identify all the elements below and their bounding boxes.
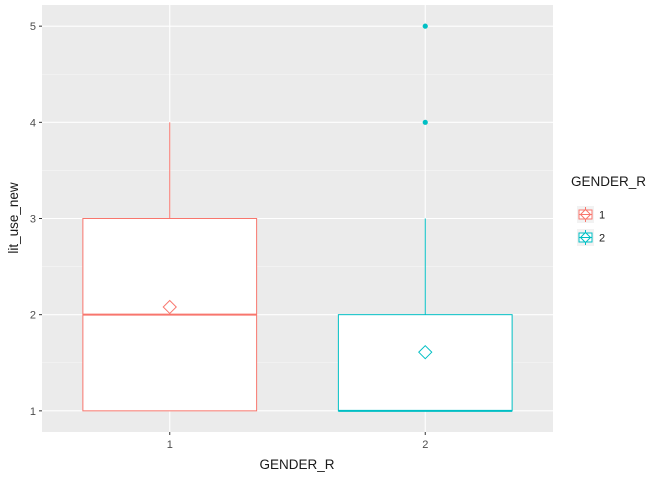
outlier-point <box>422 23 428 29</box>
box-series-2 <box>337 23 513 412</box>
outlier-point <box>422 119 428 125</box>
legend-keys: 12 <box>577 206 605 246</box>
mean-marker <box>162 299 177 315</box>
y-tick-label: 4 <box>30 117 36 129</box>
legend-label: 2 <box>599 233 605 245</box>
y-axis-ticks: 1 2 3 4 5 <box>30 21 42 418</box>
box-group <box>82 23 513 412</box>
legend-title: GENDER_R <box>571 174 646 189</box>
legend-mean-marker <box>579 231 592 244</box>
box-series-1 <box>82 122 258 412</box>
box-iqr <box>337 314 513 412</box>
x-tick-label: 1 <box>167 439 173 451</box>
legend: GENDER_R 12 <box>571 174 646 246</box>
y-tick-label: 3 <box>30 214 36 226</box>
y-axis-title: lit_use_new <box>6 182 21 254</box>
legend-key-2: 2 <box>577 229 605 246</box>
x-axis-title: GENDER_R <box>259 457 334 472</box>
y-tick-label: 1 <box>30 406 36 418</box>
legend-mean-marker <box>579 208 592 221</box>
x-tick-label: 2 <box>422 439 428 451</box>
y-tick-label: 2 <box>30 310 36 322</box>
legend-key-1: 1 <box>577 206 605 223</box>
legend-label: 1 <box>599 210 605 222</box>
mean-marker <box>418 344 433 360</box>
y-tick-label: 5 <box>30 21 36 33</box>
